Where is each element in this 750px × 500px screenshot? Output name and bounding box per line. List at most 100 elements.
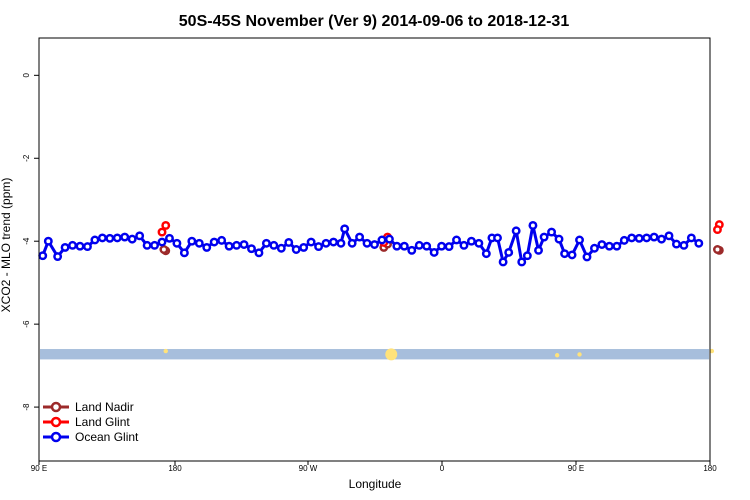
x-tick-label: 90 E (31, 464, 47, 473)
land-patch (577, 352, 582, 357)
y-tick-label: -2 (22, 154, 31, 162)
data-point (314, 242, 324, 252)
y-tick-label: -4 (22, 237, 31, 245)
data-point (261, 238, 271, 248)
data-point (534, 245, 543, 255)
data-point (414, 240, 424, 250)
data-point (254, 248, 264, 258)
data-point (511, 226, 521, 236)
data-point (38, 251, 48, 261)
data-point (604, 241, 614, 251)
land-patch (163, 348, 168, 354)
data-point (194, 238, 204, 248)
y-axis-label: XCO2 - MLO trend (ppm) (0, 178, 13, 313)
y-tick-label: 0 (22, 73, 31, 78)
legend-swatch-marker (50, 401, 62, 413)
data-point (459, 240, 469, 250)
chart-title: 50S-45S November (Ver 9) 2014-09-06 to 2… (179, 13, 570, 30)
data-point (664, 231, 674, 241)
legend-swatch-marker (50, 416, 62, 428)
data-point (437, 241, 447, 251)
data-point (582, 252, 592, 262)
x-axis: 90 E 180 90 W 0 90 E 180 (31, 461, 717, 473)
data-point (642, 233, 652, 243)
x-tick-label: 90 W (299, 464, 318, 473)
data-point (686, 233, 696, 243)
data-point (657, 234, 666, 244)
data-point (429, 247, 439, 257)
data-point (679, 240, 689, 250)
x-tick-label: 180 (703, 464, 717, 473)
data-point (399, 241, 409, 251)
data-point (159, 245, 169, 254)
series-ocean-glint (38, 220, 704, 267)
data-point (127, 234, 137, 244)
series-layer (38, 220, 724, 267)
land-patch (385, 348, 398, 361)
land-patch (709, 348, 715, 354)
land-band-layer (40, 348, 715, 361)
data-point (528, 220, 538, 230)
y-axis: 0 -2 -4 -6 -8 (22, 73, 39, 411)
data-point (619, 235, 629, 245)
legend-label: Land Glint (75, 415, 130, 429)
data-point (452, 235, 461, 245)
data-point (589, 243, 599, 253)
data-point (120, 232, 130, 242)
data-point (276, 243, 286, 253)
data-point (105, 233, 115, 243)
data-point (481, 249, 491, 259)
data-point (522, 251, 532, 261)
data-point (161, 220, 171, 230)
data-point (466, 236, 476, 246)
data-point (474, 238, 484, 248)
legend-label: Land Nadir (75, 400, 134, 414)
data-point (284, 238, 294, 247)
data-point (299, 242, 309, 252)
data-point (68, 240, 78, 250)
x-tick-label: 0 (440, 464, 445, 473)
x-tick-label: 180 (168, 464, 182, 473)
data-point (247, 244, 256, 254)
data-point (362, 238, 372, 248)
data-point (560, 249, 570, 259)
data-point (321, 238, 331, 248)
data-point (157, 227, 167, 237)
data-point (422, 241, 432, 251)
legend-swatch-marker (50, 431, 62, 443)
data-point (627, 233, 637, 243)
data-point (157, 237, 167, 247)
data-point (232, 240, 242, 250)
data-point (713, 225, 722, 235)
data-point (355, 232, 365, 242)
land-patch (554, 353, 560, 358)
data-point (694, 238, 704, 248)
data-point (135, 231, 145, 241)
data-point (75, 241, 85, 251)
data-point (612, 241, 622, 251)
data-point (43, 236, 53, 246)
data-point (90, 235, 100, 245)
data-point (547, 227, 557, 237)
x-tick-label: 90 E (568, 464, 584, 473)
data-point (567, 250, 577, 260)
x-axis-label: Longitude (349, 477, 402, 491)
data-point (554, 234, 564, 244)
data-point (672, 239, 681, 249)
data-point (504, 247, 514, 257)
data-point (165, 233, 174, 243)
data-point (377, 235, 387, 245)
data-point (239, 240, 249, 249)
y-tick-label: -8 (22, 403, 31, 411)
data-point (392, 241, 402, 251)
y-tick-label: -6 (22, 320, 31, 328)
land-band (40, 349, 709, 360)
data-point (306, 237, 316, 247)
data-point (493, 233, 502, 243)
data-point (60, 242, 70, 252)
data-point (713, 245, 722, 254)
data-point (336, 238, 346, 248)
